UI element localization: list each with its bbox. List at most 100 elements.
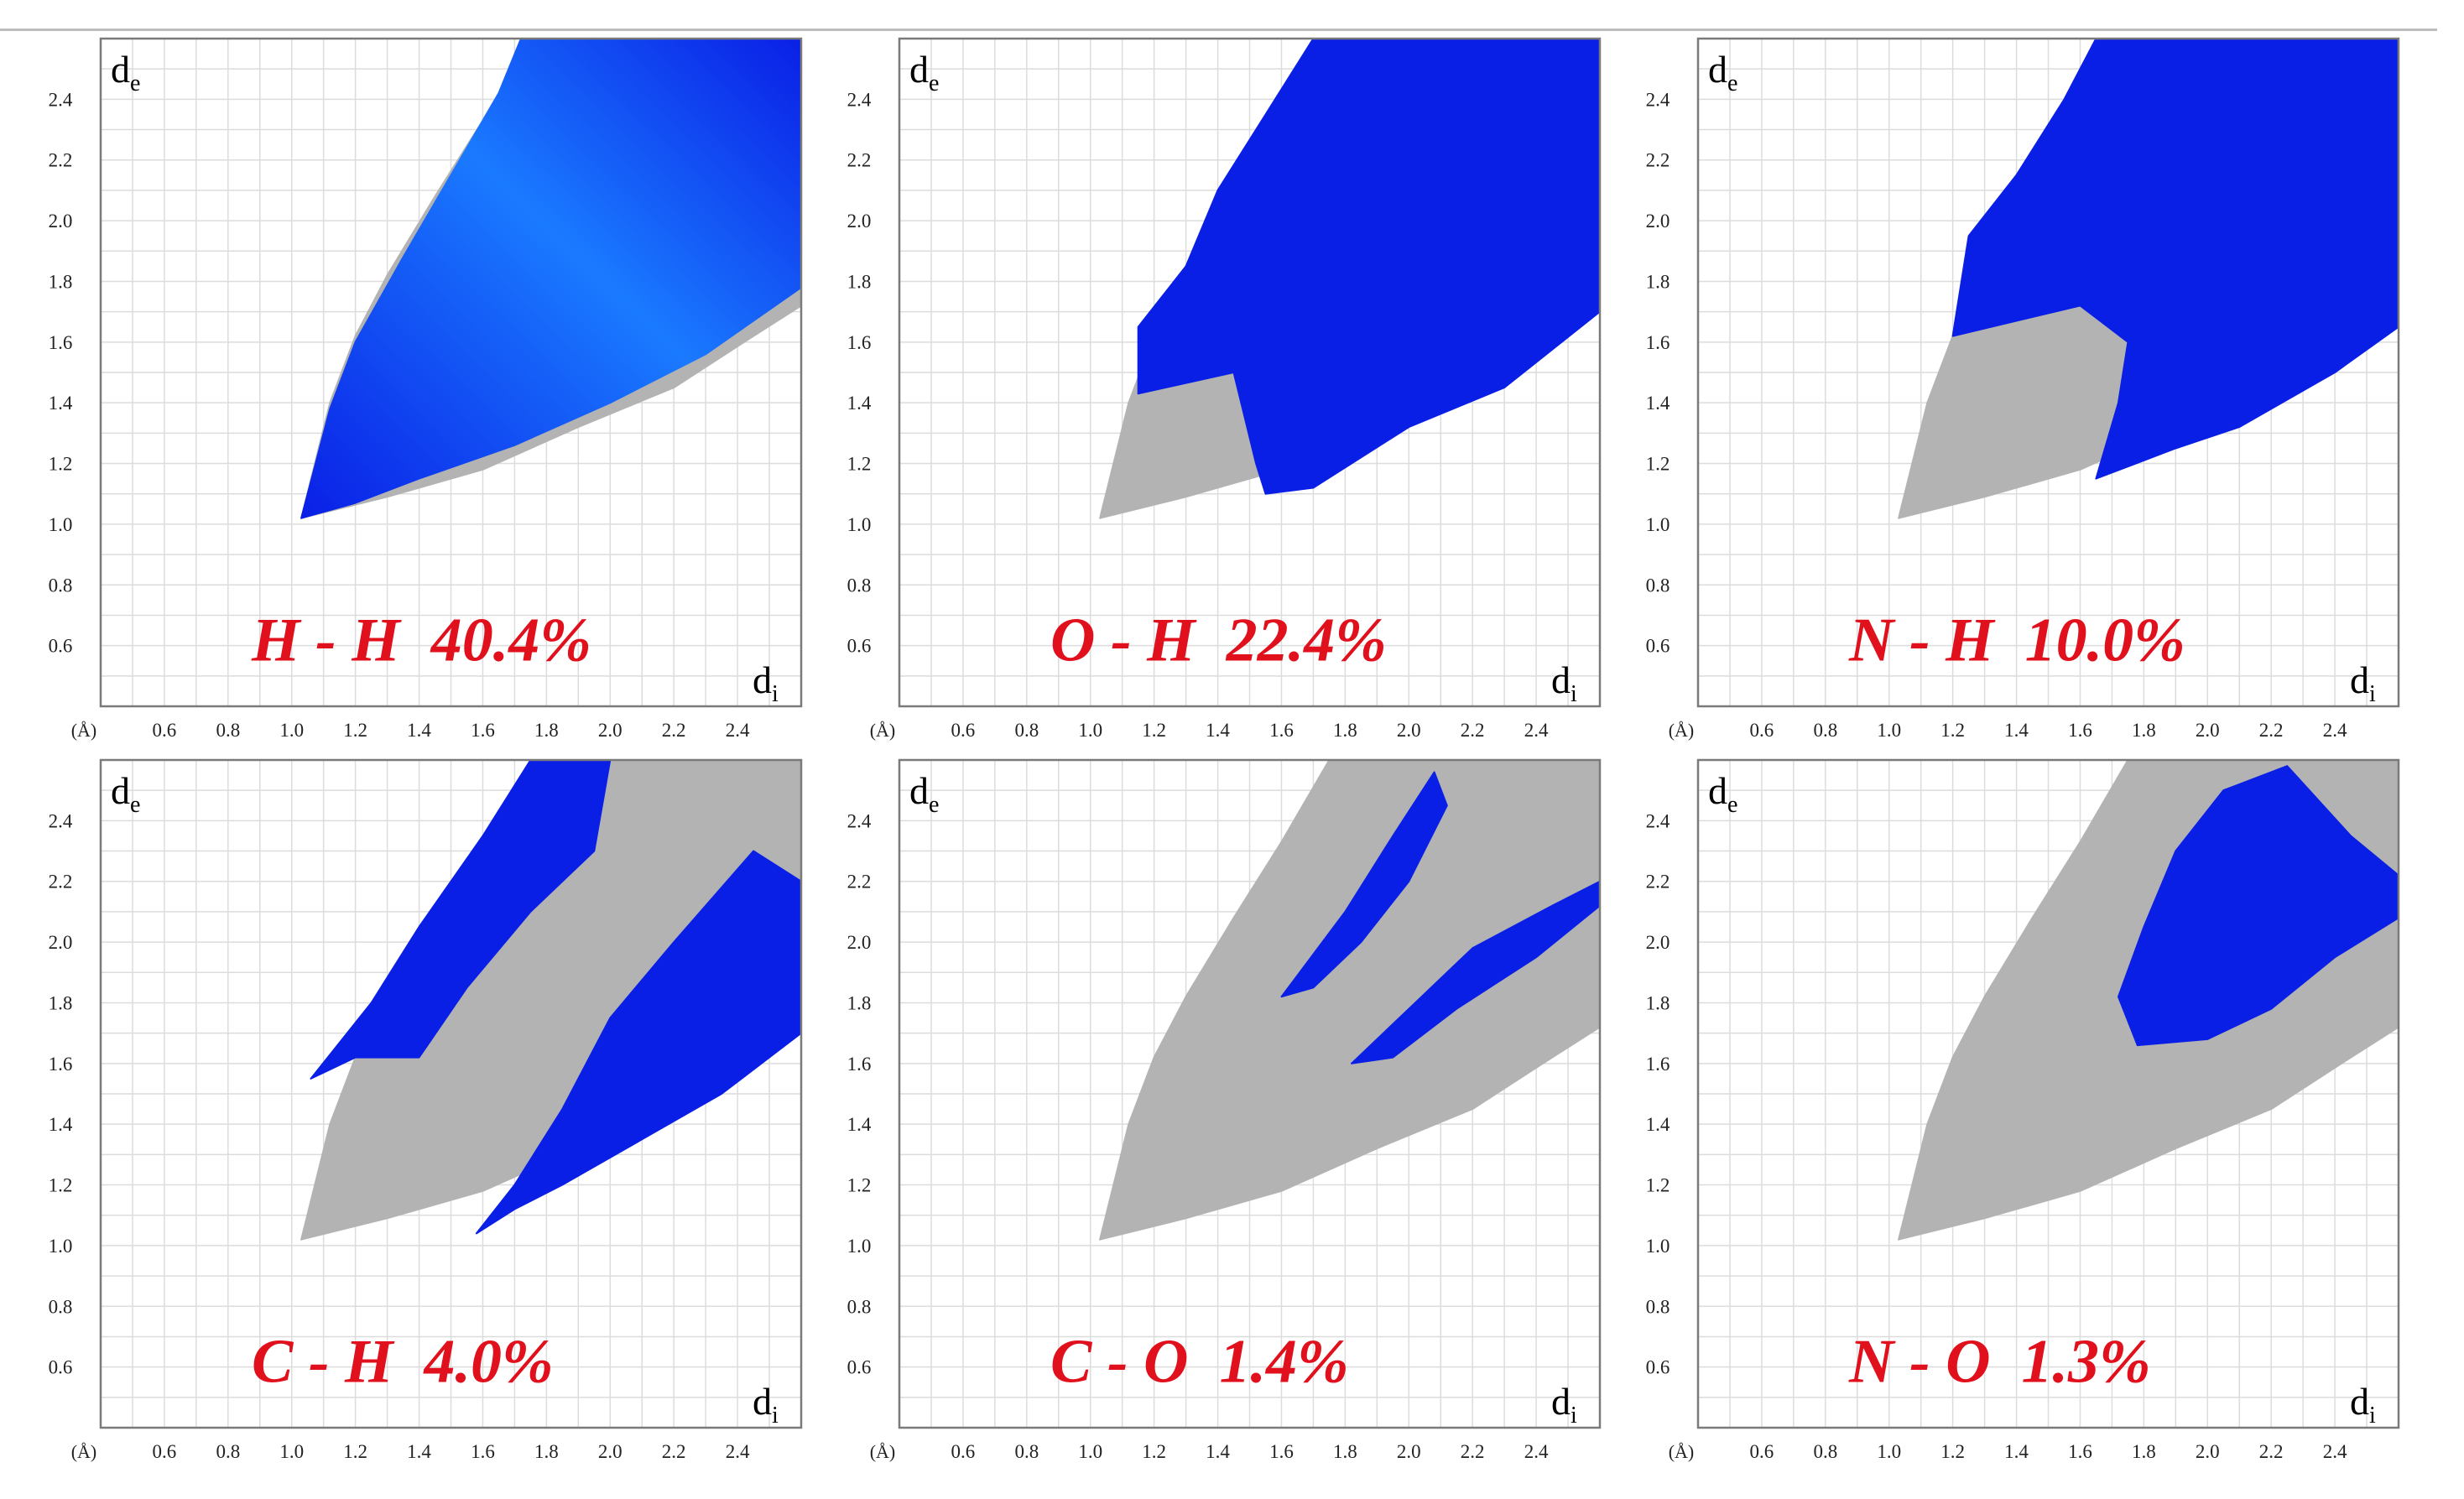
y-tick-label: 0.8 bbox=[49, 575, 73, 596]
y-tick-label: 2.2 bbox=[847, 872, 872, 893]
x-tick-label: 2.0 bbox=[1397, 720, 1421, 741]
plot-svg: 0.6 0.8 1.0 1.2 1.4 1.6 1.8 2.0 2.2 2.4 0.6 0.8 1.0 1… bbox=[49, 37, 803, 741]
y-tick-label: 0.8 bbox=[49, 1296, 73, 1317]
x-tick-label: 1.0 bbox=[1877, 720, 1901, 741]
y-tick-label: 2.4 bbox=[49, 810, 73, 831]
x-tick-label: 2.2 bbox=[662, 1441, 686, 1462]
y-tick-label: 2.4 bbox=[1646, 89, 1670, 110]
y-tick-label: 1.8 bbox=[49, 271, 73, 292]
y-tick-label: 1.4 bbox=[847, 1114, 872, 1135]
fingerprint-plot-6: 0.6 0.8 1.0 1.2 1.4 1.6 1.8 2.0 2.2 2.4 0.6 0.8 1.0 1… bbox=[1597, 721, 2400, 1462]
plot-svg: 0.6 0.8 1.0 1.2 1.4 1.6 1.8 2.0 2.2 2.4 0.6 0.8 1.0 1… bbox=[847, 758, 1602, 1462]
y-tick-label: 1.8 bbox=[847, 992, 872, 1013]
x-axis-label-di: di bbox=[1551, 658, 1577, 707]
y-tick-label: 1.0 bbox=[847, 1236, 872, 1257]
x-tick-label: 1.0 bbox=[1877, 1441, 1901, 1462]
y-tick-label: 1.4 bbox=[49, 1114, 73, 1135]
x-tick-label: 0.8 bbox=[1014, 720, 1039, 741]
y-tick-label: 0.6 bbox=[1646, 1357, 1670, 1378]
y-axis-label-de: de bbox=[111, 769, 140, 818]
x-tick-label: 1.0 bbox=[279, 1441, 304, 1462]
y-tick-label: 1.0 bbox=[1646, 1236, 1670, 1257]
y-tick-label: 2.4 bbox=[847, 810, 872, 831]
y-tick-label: 1.8 bbox=[847, 271, 872, 292]
y-tick-label: 1.8 bbox=[1646, 271, 1670, 292]
y-tick-label: 1.4 bbox=[847, 393, 872, 414]
x-tick-label: 1.4 bbox=[1206, 1441, 1230, 1462]
x-tick-label: 0.6 bbox=[1750, 1441, 1774, 1462]
x-tick-label: 1.8 bbox=[1333, 720, 1357, 741]
scatter-region-highlighted bbox=[310, 759, 612, 1080]
y-tick-label: 1.6 bbox=[847, 1054, 872, 1075]
contact-percentage-label: C - O 1.4% bbox=[1050, 1328, 1349, 1397]
scatter-region-all-contacts bbox=[1099, 759, 1601, 1241]
y-tick-label: 2.0 bbox=[847, 932, 872, 953]
scatter-region-highlighted bbox=[1951, 38, 2399, 480]
y-tick-label: 2.2 bbox=[1646, 150, 1670, 171]
x-tick-label: 1.4 bbox=[407, 720, 431, 741]
x-tick-label: 1.6 bbox=[2068, 1441, 2092, 1462]
y-tick-label: 0.6 bbox=[847, 636, 872, 657]
y-tick-label: 1.2 bbox=[49, 454, 73, 475]
plot-frame bbox=[898, 37, 1602, 708]
y-tick-label: 1.8 bbox=[1646, 992, 1670, 1013]
axis-unit-label: (Å) bbox=[870, 720, 896, 741]
x-tick-label: 0.8 bbox=[1014, 1441, 1039, 1462]
y-tick-label: 1.2 bbox=[847, 1175, 872, 1196]
x-tick-label: 2.0 bbox=[598, 1441, 623, 1462]
x-tick-label: 1.2 bbox=[1142, 720, 1166, 741]
y-tick-label: 0.6 bbox=[49, 1357, 73, 1378]
fingerprint-plot-1: 0.6 0.8 1.0 1.2 1.4 1.6 1.8 2.0 2.2 2.4 0.6 0.8 1.0 1… bbox=[0, 0, 803, 741]
plot-frame bbox=[1696, 37, 2400, 708]
scatter-region-highlighted bbox=[1280, 771, 1448, 998]
scatter-region-highlighted bbox=[300, 38, 802, 519]
x-tick-label: 1.2 bbox=[343, 1441, 367, 1462]
y-tick-label: 1.4 bbox=[1646, 1114, 1670, 1135]
x-tick-label: 1.8 bbox=[534, 1441, 559, 1462]
x-tick-label: 1.2 bbox=[1142, 1441, 1166, 1462]
y-tick-label: 2.0 bbox=[49, 932, 73, 953]
y-tick-label: 2.4 bbox=[1646, 810, 1670, 831]
y-tick-label: 0.8 bbox=[847, 575, 872, 596]
y-tick-label: 0.8 bbox=[1646, 1296, 1670, 1317]
y-axis-label-de: de bbox=[1708, 48, 1737, 96]
x-tick-label: 0.8 bbox=[1813, 1441, 1837, 1462]
x-tick-label: 0.6 bbox=[153, 1441, 177, 1462]
y-tick-label: 0.6 bbox=[847, 1357, 872, 1378]
x-tick-label: 1.8 bbox=[2132, 720, 2156, 741]
x-axis-label-di: di bbox=[753, 658, 779, 707]
plot-svg: 0.6 0.8 1.0 1.2 1.4 1.6 1.8 2.0 2.2 2.4 0.6 0.8 1.0 1… bbox=[49, 758, 803, 1462]
y-axis-label-de: de bbox=[909, 769, 939, 818]
x-axis-label-di: di bbox=[2350, 658, 2376, 707]
x-tick-label: 2.2 bbox=[1461, 720, 1485, 741]
x-tick-label: 1.0 bbox=[279, 720, 304, 741]
x-axis-label-di: di bbox=[2350, 1380, 2376, 1429]
y-tick-label: 0.8 bbox=[847, 1296, 872, 1317]
x-tick-label: 1.8 bbox=[2132, 1441, 2156, 1462]
x-tick-label: 0.6 bbox=[153, 720, 177, 741]
y-tick-label: 2.0 bbox=[49, 211, 73, 232]
y-tick-label: 2.2 bbox=[49, 150, 73, 171]
plot-svg: 0.6 0.8 1.0 1.2 1.4 1.6 1.8 2.0 2.2 2.4 0.6 0.8 1.0 1… bbox=[847, 37, 1602, 741]
y-tick-label: 1.6 bbox=[1646, 332, 1670, 353]
y-tick-label: 1.0 bbox=[847, 514, 872, 535]
plot-frame bbox=[1696, 758, 2400, 1429]
top-rule bbox=[0, 29, 2437, 31]
x-tick-label: 2.4 bbox=[2323, 720, 2347, 741]
plot-svg: 0.6 0.8 1.0 1.2 1.4 1.6 1.8 2.0 2.2 2.4 0.6 0.8 1.0 1… bbox=[1646, 37, 2400, 741]
y-tick-label: 2.4 bbox=[847, 89, 872, 110]
plot-frame bbox=[898, 758, 1602, 1429]
y-tick-label: 2.0 bbox=[847, 211, 872, 232]
x-tick-label: 2.2 bbox=[2259, 1441, 2284, 1462]
contact-percentage-label: C - H 4.0% bbox=[252, 1328, 554, 1397]
y-tick-label: 1.4 bbox=[1646, 393, 1670, 414]
x-tick-label: 1.8 bbox=[534, 720, 559, 741]
y-tick-label: 1.4 bbox=[49, 393, 73, 414]
fingerprint-plot-3: 0.6 0.8 1.0 1.2 1.4 1.6 1.8 2.0 2.2 2.4 0.6 0.8 1.0 1… bbox=[1597, 0, 2400, 741]
x-tick-label: 1.4 bbox=[2004, 1441, 2029, 1462]
fingerprint-plot-5: 0.6 0.8 1.0 1.2 1.4 1.6 1.8 2.0 2.2 2.4 0.6 0.8 1.0 1… bbox=[799, 721, 1602, 1462]
x-tick-label: 1.6 bbox=[1269, 1441, 1294, 1462]
x-tick-label: 2.2 bbox=[1461, 1441, 1485, 1462]
plot-frame bbox=[99, 37, 803, 708]
y-tick-label: 1.0 bbox=[49, 514, 73, 535]
